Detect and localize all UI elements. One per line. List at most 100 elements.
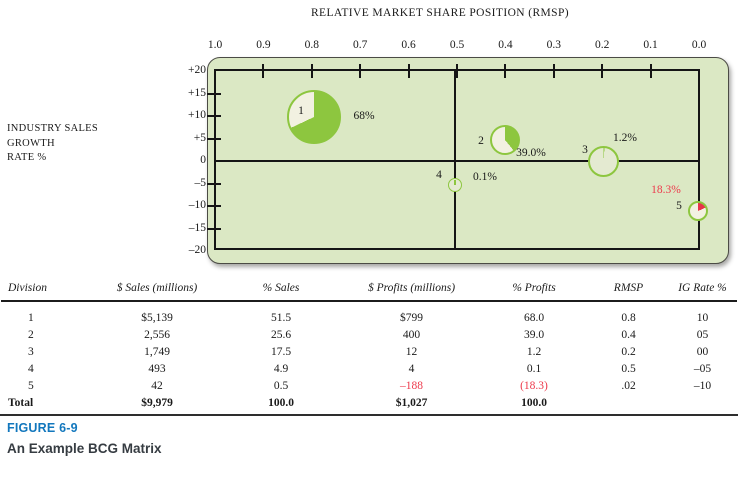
table-row: 5 42 0.5 –188 (18.3) .02 –10 bbox=[1, 378, 737, 395]
division-5-percent-label: 18.3% bbox=[651, 184, 681, 196]
division-2-percent-label: 39.0% bbox=[516, 147, 546, 159]
x-tick-mark bbox=[601, 64, 604, 78]
total-cell bbox=[668, 395, 737, 412]
division-1-number-label: 1 bbox=[298, 105, 304, 117]
table-cell: 1.2 bbox=[526, 346, 542, 358]
table-cell: 493 bbox=[148, 363, 166, 375]
figure-number: FIGURE 6-9 bbox=[7, 421, 78, 435]
y-tick-label: +5 bbox=[193, 131, 206, 144]
table-cell: 2 bbox=[28, 329, 34, 341]
x-tick-label: 0.8 bbox=[304, 39, 319, 51]
division-data-table: Division $ Sales (millions)% Sales $ Profi… bbox=[1, 279, 737, 412]
total-cell: $1,027 bbox=[395, 397, 428, 409]
caption-divider bbox=[0, 414, 738, 416]
figure-title: An Example BCG Matrix bbox=[7, 441, 162, 456]
table-cell: 10 bbox=[696, 312, 709, 324]
axis-label-line-1: INDUSTRY SALES bbox=[7, 123, 99, 134]
table-cell: 39.0 bbox=[523, 329, 545, 341]
col-header-6: IG Rate % bbox=[668, 279, 737, 302]
table-cell: 2,556 bbox=[144, 329, 170, 341]
division-3-percent-label: 1.2% bbox=[613, 132, 637, 144]
division-5-number-label: 5 bbox=[676, 200, 682, 212]
table-cell: 400 bbox=[402, 329, 421, 341]
col-header-0: Division bbox=[1, 279, 96, 302]
col-header-5: RMSP bbox=[589, 279, 668, 302]
x-tick-mark bbox=[407, 64, 410, 78]
table-cell: 5 bbox=[28, 380, 34, 392]
table-row: 2 2,556 25.6 400 39.0 0.4 05 bbox=[1, 327, 737, 344]
x-tick-label: 0.0 bbox=[691, 39, 707, 51]
table-cell: 12 bbox=[405, 346, 418, 358]
zero-growth-line bbox=[215, 160, 699, 162]
y-tick-mark bbox=[207, 92, 221, 95]
table-total-row: Total $9,979 100.0 $1,027 100.0 bbox=[1, 395, 737, 412]
y-tick-label: –15 bbox=[188, 221, 206, 234]
y-tick-label: +20 bbox=[188, 64, 206, 76]
y-tick-mark bbox=[207, 182, 221, 185]
y-tick-label: –5 bbox=[194, 176, 207, 189]
table-cell: 4 bbox=[408, 363, 415, 375]
industry-growth-axis-label: INDUSTRY SALES GROWTH RATE % bbox=[7, 122, 98, 166]
table-cell: 4 bbox=[28, 363, 34, 375]
x-tick-mark bbox=[649, 64, 652, 78]
y-tick-mark bbox=[207, 227, 221, 230]
table-cell: 0.5 bbox=[273, 380, 289, 392]
division-1-percent-label: 68% bbox=[353, 110, 375, 122]
table-cell: 0.1 bbox=[526, 363, 542, 375]
y-tick-mark bbox=[207, 137, 221, 140]
total-cell: $9,979 bbox=[141, 397, 173, 409]
y-tick-mark bbox=[207, 205, 221, 207]
division-4-pie bbox=[448, 177, 462, 192]
total-cell bbox=[589, 395, 668, 412]
table-cell: 00 bbox=[696, 346, 709, 358]
x-tick-label: 0.3 bbox=[546, 39, 561, 51]
table-cell: 0.5 bbox=[621, 363, 636, 375]
y-tick-label: +15 bbox=[188, 86, 206, 99]
division-4-number-label: 4 bbox=[436, 169, 442, 181]
col-header-2: % Sales bbox=[218, 279, 344, 302]
table-cell: –05 bbox=[693, 363, 712, 375]
table-cell: 17.5 bbox=[270, 346, 292, 358]
rmsp-axis-title: RELATIVE MARKET SHARE POSITION (RMSP) bbox=[310, 7, 570, 19]
table-cell: (18.3) bbox=[520, 380, 548, 392]
table-cell: 4.9 bbox=[273, 363, 289, 375]
tiny-profit-sliver bbox=[454, 179, 456, 185]
table-cell: 1 bbox=[28, 312, 34, 324]
table-row: 3 1,749 17.5 12 1.2 0.2 00 bbox=[1, 344, 737, 361]
rmsp-midpoint-divider bbox=[454, 70, 456, 249]
x-tick-mark bbox=[456, 64, 458, 78]
y-tick-label: –10 bbox=[188, 199, 206, 211]
table-cell: 68.0 bbox=[523, 312, 545, 324]
division-3-pie bbox=[587, 145, 619, 177]
division-3-number-label: 3 bbox=[582, 144, 588, 156]
x-tick-label: 0.2 bbox=[595, 39, 610, 51]
table-cell: 25.6 bbox=[270, 329, 292, 341]
table-header-row: Division $ Sales (millions)% Sales $ Profi… bbox=[1, 279, 737, 302]
axis-label-line-3: RATE % bbox=[7, 152, 47, 163]
division-5-pie bbox=[688, 201, 709, 221]
x-tick-mark bbox=[552, 64, 555, 78]
table-cell: $799 bbox=[400, 312, 423, 324]
table-cell: 05 bbox=[696, 329, 709, 341]
x-tick-mark bbox=[504, 64, 507, 78]
x-tick-label: 1.0 bbox=[207, 39, 223, 51]
total-cell: 100.0 bbox=[521, 397, 547, 409]
table-cell: .02 bbox=[621, 380, 636, 392]
x-tick-label: 0.7 bbox=[353, 39, 368, 51]
table-cell: 0.8 bbox=[621, 312, 636, 324]
x-tick-label: 0.1 bbox=[643, 39, 658, 51]
x-tick-label: 0.6 bbox=[401, 39, 416, 51]
table-cell: $5,139 bbox=[141, 312, 173, 324]
x-tick-mark bbox=[359, 64, 362, 78]
table-cell: 0.4 bbox=[621, 329, 636, 341]
total-cell: Total bbox=[8, 397, 34, 409]
table-cell: 3 bbox=[28, 346, 34, 358]
y-tick-mark bbox=[207, 115, 221, 117]
col-header-4: % Profits bbox=[479, 279, 589, 302]
y-tick-label: –20 bbox=[188, 244, 206, 256]
division-2-number-label: 2 bbox=[478, 135, 484, 147]
table-cell: 0.2 bbox=[621, 346, 636, 358]
x-tick-label: 0.4 bbox=[498, 39, 513, 51]
table-cell: –188 bbox=[400, 380, 423, 392]
